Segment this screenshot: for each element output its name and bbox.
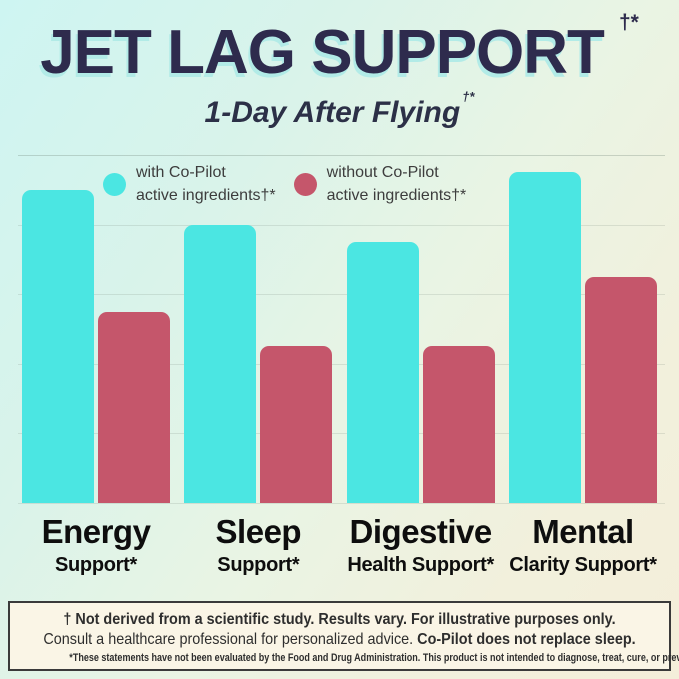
category-label-energy: Energy Support* (22, 513, 170, 577)
page-title: JET LAG SUPPORT †* (0, 12, 679, 87)
legend-label-with: with Co-Pilot active ingredients†* (136, 161, 276, 207)
gridline (18, 155, 665, 156)
bar-group-energy (22, 155, 170, 503)
category-main: Sleep (215, 513, 302, 550)
bar-mental-without-copilot (584, 276, 657, 503)
bar-groups (22, 155, 657, 503)
bar-energy-without-copilot (98, 311, 170, 503)
bar-mental-with-copilot (508, 172, 581, 503)
category-label-digestive: Digestive Health Support* (347, 513, 495, 577)
category-sub: Support* (217, 553, 300, 576)
disclaimer-line-1: † Not derived from a scientific study. R… (63, 611, 616, 628)
disclaimer-box: † Not derived from a scientific study. R… (8, 601, 679, 672)
bar-group-digestive (346, 155, 495, 503)
legend-with-line2: active ingredients†* (136, 187, 276, 205)
bar-group-mental (508, 155, 657, 503)
page-subtitle: 1-Day After Flying †* (0, 89, 679, 130)
legend-swatch-red-icon (293, 172, 317, 196)
gridline-baseline (18, 503, 665, 504)
bar-energy-with-copilot (22, 189, 94, 503)
page-subtitle-text: 1-Day After Flying (204, 96, 461, 129)
category-label-mental: Mental Clarity Support* (509, 513, 657, 577)
fda-statement: *These statements have not been evaluate… (69, 652, 679, 665)
subtitle-dagger-asterisk: †* (462, 89, 475, 104)
category-sub: Clarity Support* (509, 553, 657, 576)
legend-without-line2: active ingredients†* (326, 187, 467, 205)
gridline (18, 433, 665, 435)
disclaimer-line-2-regular: Consult a healthcare professional for pe… (43, 630, 418, 648)
bar-sleep-with-copilot (184, 224, 257, 503)
page-title-text: JET LAG SUPPORT (40, 18, 605, 87)
disclaimer-line-2-bold: Co-Pilot does not replace sleep. (417, 630, 636, 648)
bar-digestive-without-copilot (422, 346, 495, 503)
gridline (18, 224, 665, 226)
category-sub: Health Support* (347, 553, 494, 576)
category-main: Digestive (349, 513, 493, 550)
bar-chart: with Co-Pilot active ingredients†* witho… (0, 155, 679, 504)
category-label-sleep: Sleep Support* (184, 513, 332, 577)
bar-digestive-with-copilot (346, 242, 419, 503)
legend-label-without: without Co-Pilot active ingredients†* (327, 161, 467, 207)
gridline (18, 294, 665, 296)
legend-without-line1: without Co-Pilot (326, 164, 439, 181)
category-labels: Energy Support* Sleep Support* Digestive… (22, 513, 657, 577)
legend-item-without-copilot: without Co-Pilot active ingredients†* (293, 161, 467, 207)
gridline (18, 363, 665, 365)
chart-legend: with Co-Pilot active ingredients†* witho… (103, 161, 466, 207)
category-sub: Support* (54, 553, 138, 576)
legend-item-with-copilot: with Co-Pilot active ingredients†* (103, 161, 276, 207)
title-dagger-asterisk: †* (618, 11, 639, 35)
bar-group-sleep (184, 155, 333, 503)
category-main: Energy (41, 513, 151, 550)
disclaimer-line-2: Consult a healthcare professional for pe… (43, 630, 636, 650)
bar-sleep-without-copilot (260, 346, 333, 503)
category-main: Mental (532, 513, 634, 550)
legend-swatch-cyan-icon (103, 172, 126, 196)
legend-with-line1: with Co-Pilot (136, 164, 226, 181)
